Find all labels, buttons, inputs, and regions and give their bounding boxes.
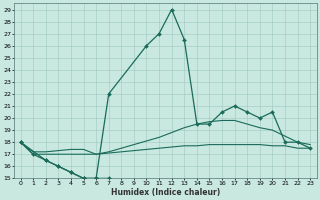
X-axis label: Humidex (Indice chaleur): Humidex (Indice chaleur) bbox=[111, 188, 220, 197]
